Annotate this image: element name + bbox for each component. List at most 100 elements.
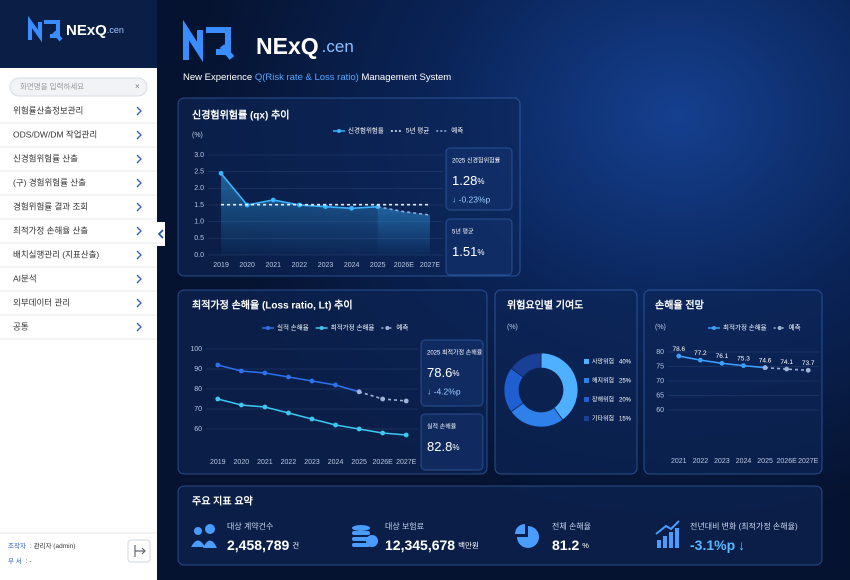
legend-marker (319, 326, 324, 330)
y-tick-label: 2.5 (194, 169, 204, 176)
point (403, 398, 409, 404)
y-tick-label: 80 (656, 349, 664, 356)
icon-pie (515, 524, 525, 534)
menu-chevron (136, 322, 142, 332)
data-label: 77.2 (694, 350, 707, 357)
area (377, 206, 430, 255)
point (215, 362, 221, 368)
menu-item[interactable]: 경험위험률 결과 조회 (13, 201, 88, 211)
point (380, 430, 386, 436)
menu-chevron (136, 226, 142, 236)
data-label: 78.6 (672, 346, 685, 353)
x-tick-label: 2025 (351, 459, 367, 466)
legend-swatch (584, 397, 589, 402)
x-tick-label: 2020 (234, 459, 250, 466)
stat-value: 1.28 (452, 173, 477, 188)
summary-value: 12,345,678 백만원 (385, 537, 479, 553)
menu-item[interactable]: 위험률산출정보관리 (13, 105, 83, 115)
stat-unit: % (452, 443, 459, 452)
icon-people (194, 527, 202, 535)
menu-item[interactable]: 배치실행관리 (지표산출) (13, 249, 99, 259)
point (286, 410, 291, 416)
summary-label: 전체 손해율 (552, 521, 591, 531)
legend-label: 예측 (451, 126, 463, 135)
collapse-tab[interactable] (157, 222, 165, 246)
y-tick-label: 0.0 (194, 252, 204, 259)
search-box[interactable] (9, 77, 148, 97)
menu-item[interactable]: 최적가정 손해율 산출 (13, 225, 88, 235)
point (356, 389, 362, 395)
menu-item[interactable]: ODS/DW/DM 작업관리 (13, 129, 97, 139)
donut-slice (510, 352, 542, 378)
menu-item[interactable]: 외부데이터 관리 (13, 297, 70, 307)
y-tick-label: 65 (656, 392, 664, 399)
x-tick-label: 2020 (239, 262, 255, 269)
summary-label: 대상 보험료 (385, 521, 424, 531)
x-tick-label: 2025 (757, 458, 773, 465)
point (349, 205, 355, 211)
subtitle-highlight: Q(Risk rate & Loss ratio) (255, 72, 359, 83)
menu-chevron (136, 298, 142, 308)
header-logo-text: NExQ (256, 33, 319, 59)
x-tick-label: 2021 (257, 459, 273, 466)
stat-card-title: 2025 최적가정 손해율 (427, 349, 483, 357)
line (377, 205, 431, 216)
menu-chevron (136, 250, 142, 260)
point (762, 365, 768, 371)
x-tick-label: 2024 (328, 459, 344, 466)
y-tick-label: 0.5 (194, 235, 204, 242)
x-tick-label: 2024 (344, 262, 360, 269)
stat-card-title: 실적 손해율 (427, 423, 457, 431)
icon-coins (352, 543, 370, 547)
icon-pie (517, 526, 539, 548)
icon-bars (675, 528, 679, 548)
y-axis-label: (%) (507, 324, 518, 331)
stat-card (420, 339, 484, 407)
menu-item[interactable]: AI분석 (13, 273, 37, 283)
stat-change: ↓ -0.23%p (452, 194, 491, 204)
point (333, 382, 338, 388)
y-tick-label: 60 (194, 426, 202, 433)
sidebar (0, 0, 157, 580)
search-clear[interactable]: × (135, 82, 140, 91)
legend-label: 사망위험 (592, 358, 614, 366)
menu-chevron (136, 178, 142, 188)
legend-label: 실적 손해율 (277, 323, 309, 332)
line (765, 366, 809, 372)
point (270, 197, 276, 203)
subtitle-part: New Experience (183, 72, 255, 83)
logo-text: NExQ (66, 22, 107, 39)
legend-swatch (584, 378, 589, 383)
stat-card (420, 413, 484, 471)
x-tick-label: 2025 (370, 262, 386, 269)
point (784, 366, 790, 372)
menu-item[interactable]: (구) 경험위험률 산출 (13, 177, 86, 187)
menu-item[interactable]: 공통 (13, 321, 29, 331)
x-tick-label: 2026E (373, 459, 394, 466)
y-tick-label: 1.0 (194, 219, 204, 226)
y-tick-label: 2.0 (194, 185, 204, 192)
point (309, 378, 315, 384)
x-tick-label: 2024 (736, 458, 752, 465)
point (262, 404, 268, 410)
icon-people (191, 540, 217, 548)
subtitle-part: Management System (359, 72, 451, 83)
y-tick-label: 70 (194, 406, 202, 413)
stat-card-value: 82.8% (427, 439, 459, 454)
menu-item[interactable]: 신경험위험률 산출 (13, 153, 78, 163)
summary-unit: ↓ (738, 537, 745, 553)
x-tick-label: 2027E (798, 458, 819, 465)
legend-label: 신경험위험률 (348, 126, 384, 135)
data-label: 75.3 (737, 355, 750, 362)
stat-unit: % (452, 369, 459, 378)
summary-label: 전년대비 변화 (최적가정 손해율) (690, 521, 798, 531)
summary-label: 대상 계약건수 (227, 521, 273, 531)
header-logo: NExQ .cen (256, 33, 354, 59)
summary-value: -3.1%p ↓ (690, 537, 745, 553)
summary-icons (191, 520, 680, 548)
x-tick-label: 2019 (210, 459, 226, 466)
point (262, 370, 268, 376)
legend-marker (712, 326, 716, 330)
operator-label: 조작자 (8, 541, 26, 550)
icon-bars (657, 540, 661, 548)
